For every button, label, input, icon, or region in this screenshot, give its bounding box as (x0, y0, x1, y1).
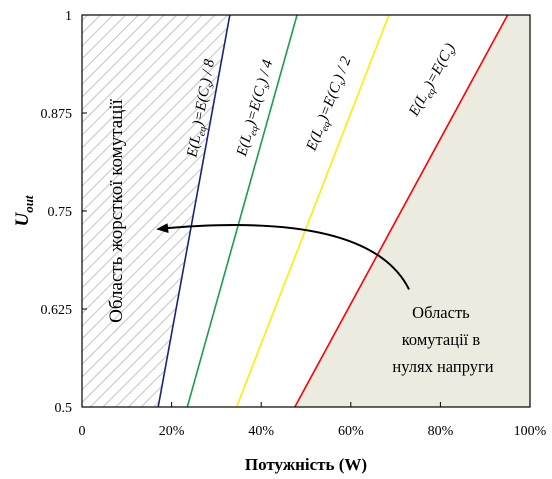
x-tick-label: 60% (338, 424, 364, 439)
series-label-4: E(Leq)=E(Cs) (406, 41, 461, 121)
y-tick-label: 0.5 (55, 401, 73, 416)
hard-switching-label: Область жорсткої комутації (106, 98, 127, 323)
zvs-label-line-3: нулях напруги (392, 357, 493, 376)
series-label-2: E(Leq)=E(Cs) / 4 (234, 58, 279, 160)
series-line-1 (157, 14, 231, 408)
y-tick-label: 0.75 (48, 205, 73, 220)
zvs-region-label: Область комутації в нулях напруги (392, 303, 493, 376)
x-tick-label: 20% (159, 424, 185, 439)
y-axis-label-sub: out (21, 195, 36, 213)
y-axis-label-main: U (12, 212, 33, 227)
series-line-2 (186, 14, 298, 408)
zvs-label-line-1: Область (412, 303, 470, 322)
y-tick-label: 1 (65, 9, 72, 24)
x-tick-label: 40% (248, 424, 274, 439)
arrow (156, 223, 410, 290)
zvs-label-line-2: комутації в (402, 330, 481, 349)
y-tick-label: 0.875 (41, 107, 73, 122)
series-label-3: E(Leq)=E(Cs) / 2 (303, 54, 357, 155)
series-label-1: E(Leq)=E(Cs) / 8 (184, 58, 221, 161)
x-tick-label: 100% (514, 424, 547, 439)
zvs-region (294, 15, 530, 407)
hard-switching-region (82, 15, 230, 407)
x-axis-label: Потужність (W) (245, 455, 367, 474)
x-tick-label: 80% (428, 424, 454, 439)
y-axis: 0.5 0.625 0.75 0.875 1 (41, 9, 87, 416)
x-tick-label: 0 (79, 424, 86, 439)
series-line-4 (294, 14, 509, 408)
y-axis-label: Uout (12, 195, 36, 226)
y-tick-label: 0.625 (41, 303, 73, 318)
series-line-3 (235, 14, 390, 408)
x-axis: 0 20% 40% 60% 80% 100% (79, 402, 547, 439)
